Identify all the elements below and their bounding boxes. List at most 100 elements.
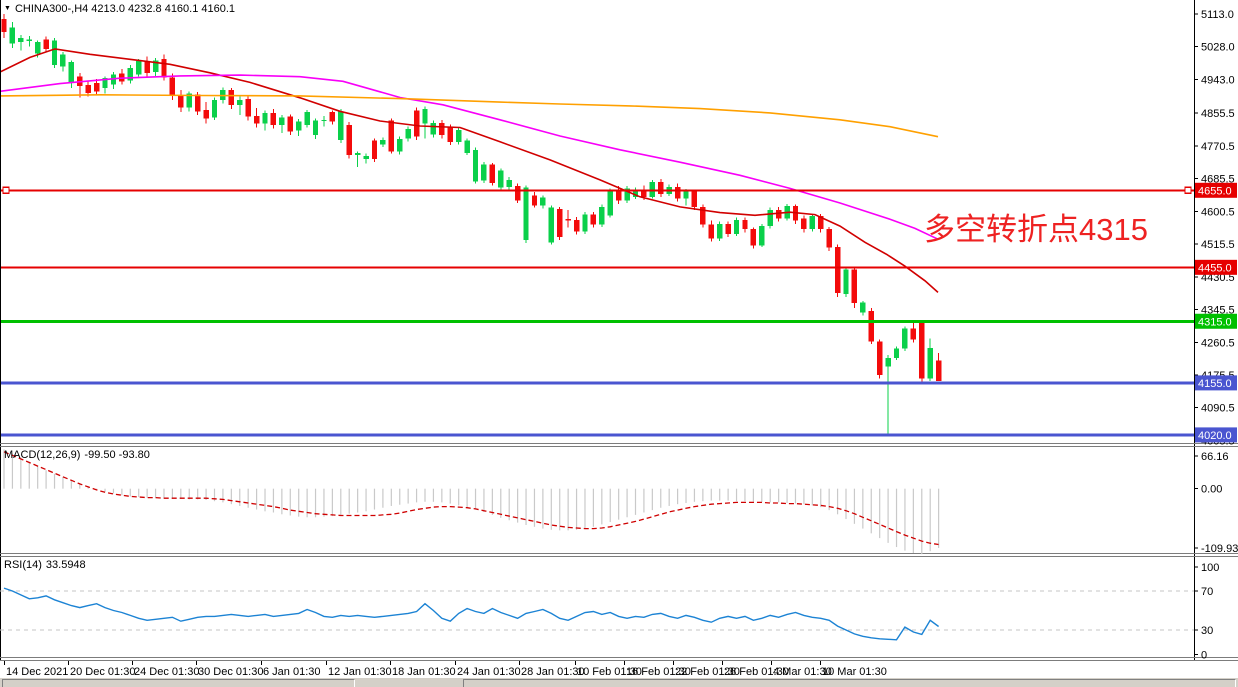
candle-body — [262, 112, 268, 124]
candle-body — [935, 360, 942, 381]
chart-title-row: ▼ CHINA300-,H4 4213.0 4232.8 4160.1 4160.1 — [4, 3, 238, 15]
status-cell-right — [463, 679, 1236, 687]
candle-body — [876, 341, 883, 375]
candle-body — [178, 95, 184, 108]
candle-body — [481, 164, 487, 181]
hline-handle[interactable] — [1184, 186, 1192, 194]
axis-tick-label: 4770.5 — [1201, 141, 1235, 153]
candle-body — [615, 190, 622, 201]
time-tick-label: 22 Feb 01:30 — [675, 666, 740, 678]
price-badge — [1195, 182, 1237, 198]
hline-handle[interactable] — [2, 186, 10, 194]
candle-body — [304, 112, 310, 126]
candle-body — [203, 109, 209, 119]
axis-tick-label: 4855.5 — [1201, 108, 1235, 120]
candle-body — [683, 191, 689, 199]
axis-tick-label: 0 — [1201, 649, 1207, 661]
candle-body — [658, 182, 664, 194]
time-tick-label: 28 Feb 01:30 — [724, 666, 789, 678]
candle-body — [321, 119, 327, 122]
macd-label: MACD(12,26,9) — [4, 449, 81, 461]
time-tick-label: 16 Feb 01:30 — [626, 666, 691, 678]
candle-body — [439, 122, 445, 136]
time-tick-label: 30 Dec 01:30 — [198, 666, 263, 678]
candle-body — [51, 40, 58, 66]
candle-body — [26, 39, 32, 42]
candle-body — [750, 229, 757, 246]
axis-tick-label: 4600.5 — [1201, 206, 1235, 218]
candle-body — [60, 54, 66, 67]
candle-body — [9, 27, 16, 44]
candle-body — [405, 129, 411, 139]
candle-body — [220, 89, 226, 100]
candle-body — [237, 99, 243, 106]
candle-body — [725, 223, 731, 234]
rsi-value: 33.5948 — [45, 559, 86, 571]
candle-body — [68, 62, 75, 83]
price-badge — [1195, 375, 1237, 391]
candle-body — [329, 112, 336, 122]
candle-body — [843, 269, 849, 294]
candle-body — [742, 219, 748, 230]
time-tick-label: 18 Jan 01:30 — [392, 666, 456, 678]
candle-body — [632, 189, 639, 197]
candle-body — [868, 310, 874, 342]
rsi-line — [3, 587, 940, 641]
candle-body — [700, 206, 706, 225]
candle-body — [818, 216, 824, 230]
candle-body — [691, 191, 698, 207]
axis-tick-label: 4090.5 — [1201, 403, 1235, 415]
candle-body — [775, 209, 782, 219]
candle-body — [127, 68, 133, 81]
time-tick-label: 6 Jan 01:30 — [263, 666, 321, 678]
candle-body — [34, 41, 41, 54]
candle-body — [93, 82, 100, 92]
axis-tick-label: 66.16 — [1201, 451, 1229, 463]
ohlc-values: 4213.0 4232.8 4160.1 4160.1 — [91, 3, 236, 15]
axis-tick-label: 4345.5 — [1201, 305, 1235, 317]
price-badge — [1195, 427, 1237, 443]
axis-tick-label: 30 — [1201, 625, 1213, 637]
candle-body — [186, 93, 192, 108]
time-tick-label: 10 Mar 01:30 — [822, 666, 887, 678]
axis-tick-label: 100 — [1201, 562, 1219, 574]
axis-tick-label: 4260.5 — [1201, 337, 1235, 349]
axis-tick-label: 4515.5 — [1201, 239, 1235, 251]
candle-body — [834, 246, 841, 294]
symbol-dropdown-icon[interactable]: ▼ — [4, 5, 11, 12]
candle-body — [514, 186, 521, 201]
time-tick-label: 20 Dec 01:30 — [70, 666, 135, 678]
rsi-label-row: RSI(14) 33.5948 — [4, 559, 90, 571]
macd-label-row: MACD(12,26,9) -99.50 -93.80 — [4, 449, 154, 461]
ma-slow-orange — [0, 93, 939, 138]
candle-body — [860, 302, 866, 313]
price-badge-text: 4455.0 — [1198, 262, 1232, 274]
hline-objects-layer — [0, 186, 1194, 437]
axis-tick-label: 4685.5 — [1201, 174, 1235, 186]
candle-body — [413, 110, 420, 137]
axis-tick-label: 70 — [1201, 586, 1213, 598]
candle-body — [136, 61, 142, 75]
axis-tick-label: -109.93 — [1201, 543, 1238, 555]
candle-body — [397, 139, 403, 152]
candle-body — [152, 60, 159, 73]
candle-body — [885, 357, 891, 367]
axis-tick-label: 5113.0 — [1201, 9, 1234, 21]
annotation-text[interactable]: 多空转折点4315 — [924, 212, 1148, 247]
candle-body — [194, 94, 201, 112]
candle-body — [893, 348, 900, 358]
candle-body — [708, 224, 714, 239]
candle-body — [851, 269, 858, 304]
candle-body — [279, 117, 285, 126]
candles-layer — [1, 13, 942, 435]
price-badge-text: 4020.0 — [1198, 430, 1232, 442]
candle-body — [346, 125, 352, 156]
candle-body — [910, 328, 917, 340]
candle-body — [919, 323, 925, 379]
candle-body — [455, 129, 462, 143]
price-badge — [1195, 313, 1237, 329]
price-badges-layer: 4655.0 4455.0 4315.0 4155.0 4020.0 — [1195, 182, 1237, 443]
